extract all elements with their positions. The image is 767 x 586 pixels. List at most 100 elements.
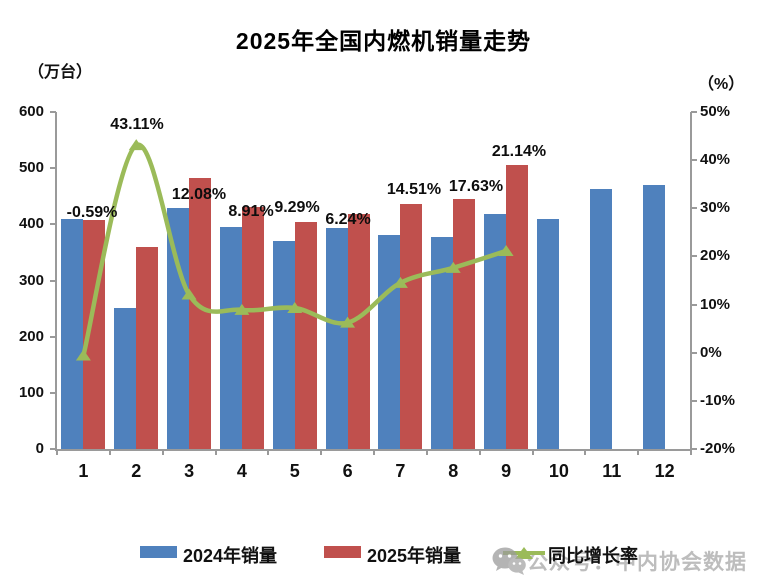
growth-label-month-9: 21.14% [491,143,547,160]
bar-2025-month-5 [294,222,317,449]
left-axis-tick-label-300: 300 [18,271,44,289]
bar-2025-month-9 [506,164,529,449]
legend-label-2025: 2025年销量 [367,546,462,566]
legend-swatch-2025 [324,546,361,558]
growth-point-marker-2 [128,139,144,151]
left-axis-tick-label-400: 400 [18,215,44,233]
left-axis-tick [50,448,56,450]
bar-2024-month-5 [272,241,295,449]
bar-2025-month-3 [189,178,212,449]
left-axis-tick-label-600: 600 [18,103,44,120]
legend-label-growth: 同比增长率 [548,546,638,566]
x-axis-tick [637,449,640,455]
right-axis-tick [691,351,697,354]
right-axis-tick-label-0%: 0% [700,343,722,361]
left-axis-tick-label-500: 500 [18,159,44,177]
bar-2024-month-9 [484,214,507,449]
left-axis-tick [50,335,56,338]
legend-label-2024: 2024年销量 [183,546,278,566]
x-axis-label-month-4: 4 [236,461,247,481]
x-axis-tick [690,449,692,455]
x-axis-label-month-2: 2 [131,461,142,481]
right-axis-line [690,112,692,451]
bar-2024-month-7 [378,235,401,449]
right-axis-tick [691,399,697,402]
left-axis-tick [50,167,56,170]
right-axis-tick-label--10%: -10% [700,391,736,409]
right-axis-tick-label-50%: 50% [700,103,731,120]
bar-2025-month-2 [136,247,159,449]
left-axis-tick [50,111,56,113]
x-axis-label-month-1: 1 [78,461,89,481]
x-axis-tick [584,449,587,455]
bar-2024-month-1 [61,218,84,449]
right-axis-tick-label-10%: 10% [700,295,731,313]
left-axis-tick-label-0: 0 [35,440,44,457]
right-axis-tick-label-40%: 40% [700,151,731,169]
bar-2025-month-1 [83,220,106,449]
growth-label-month-3: 12.08% [171,186,227,203]
growth-label-month-6: 6.24% [325,211,371,228]
right-axis-tick [691,255,697,258]
legend-swatch-2024 [140,546,177,558]
growth-label-month-8: 17.63% [448,178,504,195]
right-axis-tick [691,159,697,162]
x-axis-label-month-9: 9 [501,461,512,481]
left-axis-tick [50,223,56,226]
bar-2025-month-7 [400,204,423,449]
growth-label-month-4: 8.91% [228,203,274,220]
x-axis-label-month-7: 7 [395,461,406,481]
watermark-text: 公众号：中内协会数据 [527,551,747,574]
growth-label-month-7: 14.51% [386,181,442,198]
x-axis-label-month-6: 6 [342,461,353,481]
bar-2024-month-8 [431,236,454,449]
x-axis-tick [161,449,164,455]
x-axis-tick [108,449,111,455]
right-axis-tick-label-20%: 20% [700,247,731,265]
left-axis-line [55,112,57,451]
x-axis-label-month-5: 5 [289,461,300,481]
bar-2025-month-6 [347,214,370,449]
bar-2024-month-6 [325,228,348,449]
x-axis-tick [425,449,428,455]
x-axis-label-month-12: 12 [654,461,675,481]
bar-2025-month-4 [241,206,264,449]
bar-2024-month-11 [589,188,612,449]
x-axis-tick [56,449,58,455]
right-axis-tick-label-30%: 30% [700,199,731,217]
x-axis-tick [531,449,534,455]
growth-label-month-2: 43.11% [110,116,164,133]
x-axis-tick [214,449,217,455]
bar-2024-month-4 [219,226,242,449]
x-axis-tick [478,449,481,455]
left-axis-tick [50,391,56,394]
x-axis-tick [373,449,375,455]
x-axis-tick [320,449,323,455]
growth-label-month-5: 9.29% [274,199,320,216]
bar-2024-month-12 [642,185,665,449]
bar-2024-month-2 [114,308,137,449]
chart-title: 2025年全国内燃机销量走势 [235,28,532,54]
x-axis-label-month-8: 8 [448,461,459,481]
x-axis-label-month-11: 11 [602,461,622,481]
left-axis-unit-label: （万台） [28,64,93,81]
x-axis-tick [267,449,270,455]
bar-2024-month-3 [167,207,190,449]
growth-label-month-1: -0.59% [66,204,118,221]
right-axis-tick [691,111,697,113]
left-axis-tick-label-200: 200 [18,327,44,345]
bar-2025-month-8 [453,199,476,449]
right-axis-unit-label: （%） [698,76,745,93]
right-axis-tick-label--20%: -20% [700,440,736,457]
right-axis-tick [691,448,697,450]
right-axis-tick [691,303,697,306]
wechat-icon [492,547,526,575]
right-axis-tick [691,207,697,210]
left-axis-tick [50,279,56,282]
bar-2024-month-10 [536,218,559,449]
x-axis-label-month-3: 3 [184,461,195,481]
legend-triangle-marker [515,547,533,559]
x-axis-label-month-10: 10 [548,461,569,481]
left-axis-tick-label-100: 100 [18,383,44,401]
